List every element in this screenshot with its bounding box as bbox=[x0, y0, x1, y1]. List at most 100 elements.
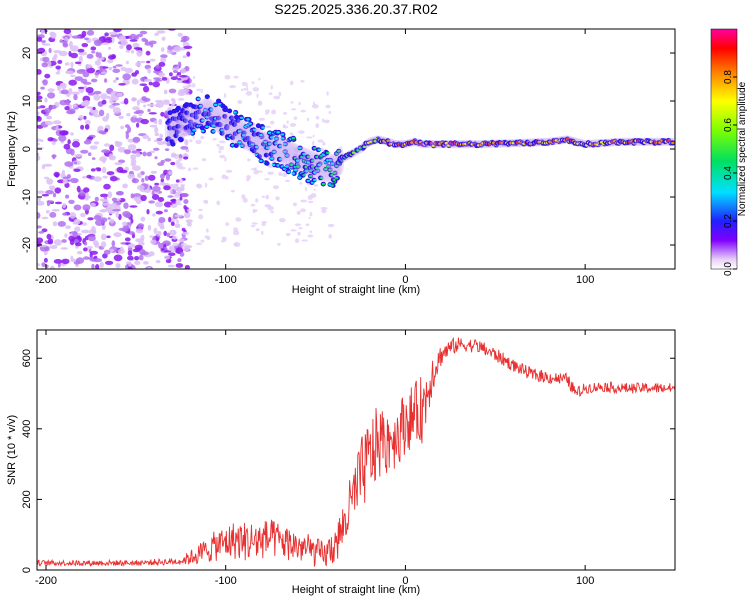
spectrogram-noise-blob bbox=[198, 208, 203, 212]
spectrogram-ridge-core bbox=[233, 132, 237, 135]
spectrogram-y-tick-label: 0 bbox=[21, 146, 33, 152]
spectrogram-noise-blob bbox=[52, 138, 58, 142]
spectrogram-x-tick-label: -100 bbox=[215, 274, 237, 286]
spectrogram-noise-blob bbox=[127, 250, 133, 256]
spectrogram-noise-blob bbox=[52, 221, 58, 227]
spectrogram-noise-blob bbox=[100, 241, 107, 248]
spectrogram-noise-blob bbox=[241, 82, 248, 86]
spectrogram-noise-blob bbox=[57, 221, 66, 227]
spectrogram-ridge-core bbox=[177, 125, 181, 128]
spectrogram-ridge-core bbox=[190, 113, 194, 117]
spectrogram-ridge-core bbox=[330, 173, 334, 177]
spectrogram-noise-blob bbox=[68, 235, 75, 242]
spectrogram-noise-blob bbox=[142, 134, 150, 139]
spectrogram-ridge-core bbox=[177, 106, 181, 110]
spectrogram-noise-blob bbox=[140, 251, 149, 256]
spectrogram-x-tick-label: 0 bbox=[402, 274, 408, 286]
spectrogram-ridge-core bbox=[188, 120, 192, 124]
spectrogram-noise-blob bbox=[40, 86, 45, 90]
spectrogram-noise-blob bbox=[99, 198, 108, 202]
spectrogram-noise-blob bbox=[183, 156, 189, 160]
spectrogram-noise-blob bbox=[37, 225, 42, 229]
spectrogram-noise-blob bbox=[148, 251, 155, 257]
spectrogram-noise-blob bbox=[152, 213, 156, 217]
spectrogram-noise-blob bbox=[142, 151, 147, 157]
spectrogram-noise-blob bbox=[180, 184, 186, 187]
spectrogram-noise-blob bbox=[148, 81, 153, 86]
spectrogram-ridge-core bbox=[220, 132, 224, 135]
spectrogram-noise-blob bbox=[72, 104, 77, 108]
spectrogram-noise-blob bbox=[104, 128, 109, 133]
spectrogram-noise-blob bbox=[110, 176, 118, 182]
spectrogram-noise-blob bbox=[233, 227, 239, 233]
spectrogram-noise-blob bbox=[164, 255, 171, 260]
spectrogram-noise-blob bbox=[45, 210, 50, 214]
snr-y-tick-label: 400 bbox=[21, 420, 33, 438]
spectrogram-ridge-core bbox=[265, 146, 270, 149]
spectrogram-noise-blob bbox=[118, 115, 124, 120]
spectrogram-noise-blob bbox=[179, 251, 185, 257]
spectrogram-noise-blob bbox=[174, 214, 182, 218]
spectrogram-noise-blob bbox=[112, 79, 117, 83]
spectrogram-noise-blob bbox=[171, 154, 180, 157]
spectrogram-noise-blob bbox=[126, 44, 132, 51]
spectrogram-noise-blob bbox=[183, 245, 190, 252]
spectrogram-noise-blob bbox=[103, 183, 111, 190]
spectrogram-noise-blob bbox=[157, 197, 165, 202]
spectrogram-noise-blob bbox=[201, 158, 207, 162]
spectrogram-noise-blob bbox=[94, 71, 100, 76]
spectrogram-noise-blob bbox=[261, 230, 264, 235]
spectrogram-noise-blob bbox=[112, 68, 121, 74]
spectrogram-noise-blob bbox=[115, 211, 120, 218]
spectrogram-ridge-core bbox=[192, 129, 196, 132]
spectrogram-ridge-core bbox=[252, 128, 257, 131]
spectrogram-noise-blob bbox=[37, 95, 43, 101]
spectrogram-noise-blob bbox=[106, 171, 115, 176]
spectrogram-noise-blob bbox=[53, 259, 63, 264]
snr-frame bbox=[36, 329, 676, 571]
spectrogram-noise-blob bbox=[87, 235, 96, 242]
spectrogram-noise-blob bbox=[198, 214, 204, 220]
spectrogram-noise-blob bbox=[91, 78, 98, 83]
spectrogram-ridge-core bbox=[211, 124, 216, 127]
spectrogram-noise-blob bbox=[144, 175, 150, 181]
spectrogram-noise-blob bbox=[224, 156, 227, 162]
spectrogram-ridge-core bbox=[207, 112, 211, 116]
spectrogram-noise-blob bbox=[43, 163, 53, 167]
spectrogram-noise-blob bbox=[104, 143, 111, 147]
spectrogram-noise-blob bbox=[158, 72, 165, 78]
spectrogram-noise-blob bbox=[42, 43, 51, 46]
spectrogram-noise-blob bbox=[115, 191, 123, 196]
spectrogram-ridge-core bbox=[302, 152, 306, 156]
spectrogram-ridge-halo bbox=[317, 153, 325, 182]
spectrogram-noise-blob bbox=[278, 171, 283, 177]
spectrogram-noise-blob bbox=[52, 192, 57, 198]
spectrogram-noise-blob bbox=[85, 192, 89, 198]
spectrogram-ridge-core bbox=[285, 165, 289, 168]
spectrogram-noise-blob bbox=[96, 168, 102, 172]
spectrogram-noise-blob bbox=[69, 212, 77, 219]
spectrogram-noise-blob bbox=[74, 76, 83, 81]
spectrogram-noise-blob bbox=[102, 253, 108, 259]
spectrogram-noise-blob bbox=[179, 196, 183, 201]
spectrogram-noise-blob bbox=[317, 139, 324, 143]
spectrogram-noise-blob bbox=[89, 250, 98, 255]
spectrogram-ridge-core bbox=[269, 157, 274, 160]
spectrogram-noise-blob bbox=[108, 55, 116, 60]
spectrogram-noise-blob bbox=[80, 124, 85, 130]
snr-y-tick-label: 0 bbox=[21, 567, 33, 573]
spectrogram-noise-blob bbox=[153, 147, 160, 151]
spectrogram-noise-blob bbox=[187, 167, 192, 172]
spectrogram-noise-blob bbox=[86, 245, 94, 249]
snr-y-tick-label: 600 bbox=[21, 349, 33, 367]
spectrogram-noise-blob bbox=[59, 99, 68, 106]
spectrogram-noise-blob bbox=[78, 114, 84, 120]
spectrogram-noise-blob bbox=[164, 148, 170, 152]
spectrogram-noise-blob bbox=[64, 161, 74, 167]
spectrogram-noise-blob bbox=[146, 103, 155, 107]
spectrogram-ridge-core bbox=[239, 144, 244, 147]
spectrogram-noise-blob bbox=[71, 91, 80, 96]
spectrogram-noise-blob bbox=[115, 64, 123, 67]
snr-y-label: SNR (10 * v/v) bbox=[6, 415, 18, 485]
spectrogram-noise-blob bbox=[117, 248, 125, 255]
